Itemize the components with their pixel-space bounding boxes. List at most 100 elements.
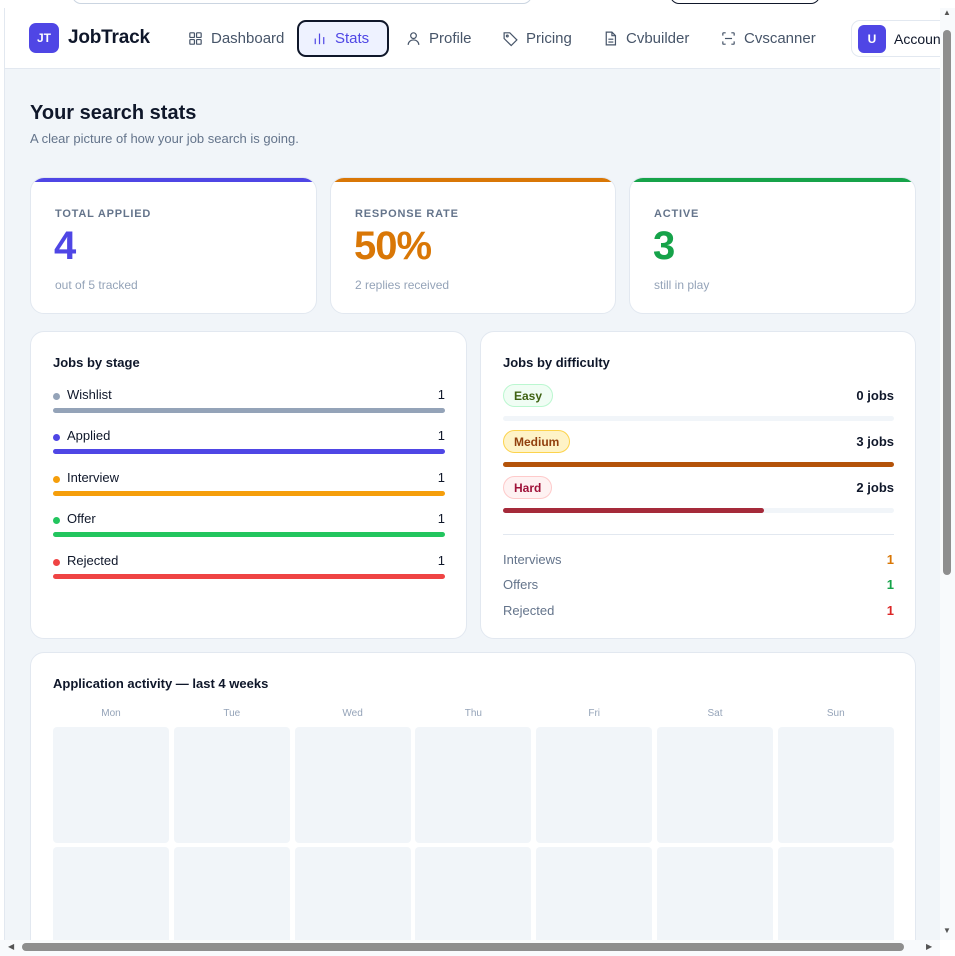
difficulty-fill	[503, 462, 894, 467]
stat-accent-bar	[31, 178, 316, 182]
calendar-day-cell[interactable]	[657, 727, 773, 843]
stage-dot	[53, 559, 60, 566]
divider	[503, 534, 894, 535]
nav-item-stats[interactable]: Stats	[297, 20, 389, 57]
stage-row-applied: Applied 1	[53, 428, 445, 458]
difficulty-row-hard: Hard 2 jobs	[503, 476, 894, 513]
scroll-down-arrow-icon[interactable]: ▼	[943, 926, 951, 935]
nav-item-pricing[interactable]: Pricing	[490, 20, 584, 57]
nav-item-label: Cvscanner	[744, 30, 816, 47]
stage-dot	[53, 393, 60, 400]
calendar-day-cell[interactable]	[173, 727, 290, 843]
calendar-day-cell[interactable]	[777, 727, 894, 843]
summary-row-interviews: Interviews 1	[503, 552, 894, 570]
stat-note: still in play	[654, 278, 710, 292]
vertical-scroll-thumb[interactable]	[943, 30, 951, 575]
horizontal-scrollbar[interactable]: ◀ ▶	[0, 940, 940, 956]
difficulty-badge: Hard	[503, 476, 553, 499]
panel-title: Application activity — last 4 weeks	[53, 676, 269, 691]
browser-address-bar[interactable]	[72, 0, 532, 4]
calendar-day-cell[interactable]	[294, 847, 411, 940]
scroll-up-arrow-icon[interactable]: ▲	[943, 8, 951, 17]
stage-name: Rejected	[67, 553, 119, 568]
tag-icon	[503, 32, 518, 47]
document-icon	[605, 31, 617, 46]
nav-item-cvscanner[interactable]: Cvscanner	[708, 20, 828, 57]
stat-label: TOTAL APPLIED	[55, 208, 152, 220]
stage-bar	[53, 491, 445, 496]
calendar-day-cell[interactable]	[415, 727, 532, 843]
panel-title: Jobs by difficulty	[503, 355, 610, 370]
page-title: Your search stats	[30, 102, 197, 124]
stage-count: 1	[437, 428, 445, 443]
calendar-day-cell[interactable]	[415, 847, 532, 940]
stage-bar	[53, 408, 445, 413]
difficulty-count: 2 jobs	[856, 480, 894, 495]
browser-toolbar-button[interactable]	[670, 0, 820, 4]
horizontal-scroll-thumb[interactable]	[22, 943, 904, 951]
stat-card-active: ACTIVE 3 still in play	[629, 177, 916, 314]
summary-row-offers: Offers 1	[503, 577, 894, 595]
difficulty-track	[503, 462, 894, 467]
weekday-header: Sun	[826, 708, 845, 719]
stat-note: out of 5 tracked	[55, 278, 138, 292]
summary-label: Interviews	[503, 552, 562, 567]
summary-row-rejected: Rejected 1	[503, 603, 894, 621]
stat-label: ACTIVE	[654, 208, 700, 220]
account-button[interactable]: U Accoun	[851, 20, 940, 57]
weekday-header: Wed	[342, 708, 363, 719]
stat-value: 4	[54, 224, 76, 268]
nav-item-dashboard[interactable]: Dashboard	[175, 20, 296, 57]
difficulty-badge: Easy	[503, 384, 554, 407]
stage-row-offer: Offer 1	[53, 511, 445, 541]
logo-text[interactable]: JobTrack	[68, 27, 150, 48]
stage-count: 1	[437, 511, 445, 526]
vertical-scrollbar[interactable]: ▲ ▼	[940, 8, 955, 940]
difficulty-row-medium: Medium 3 jobs	[503, 430, 894, 467]
calendar-day-cell[interactable]	[657, 847, 773, 940]
calendar-day-cell[interactable]	[536, 727, 653, 843]
calendar-day-cell[interactable]	[536, 847, 653, 940]
stage-dot	[53, 476, 60, 483]
grid-icon	[189, 32, 202, 45]
nav-item-label: Stats	[335, 30, 370, 47]
calendar-day-cell[interactable]	[173, 847, 290, 940]
stage-bar	[53, 532, 445, 537]
summary-label: Offers	[503, 577, 539, 592]
page-viewport: JT JobTrack Dashboard Stats Profile Pric…	[4, 8, 940, 940]
scroll-right-arrow-icon[interactable]: ▶	[926, 942, 933, 951]
stat-accent-bar	[630, 178, 915, 182]
stat-value: 3	[653, 224, 675, 268]
stage-row-wishlist: Wishlist 1	[53, 387, 445, 417]
nav-item-label: Pricing	[526, 30, 572, 47]
calendar-day-cell[interactable]	[53, 727, 169, 843]
nav-item-label: Cvbuilder	[626, 30, 690, 47]
stat-card-total-applied: TOTAL APPLIED 4 out of 5 tracked	[30, 177, 317, 314]
stat-label: RESPONSE RATE	[355, 208, 459, 220]
stage-row-rejected: Rejected 1	[53, 553, 445, 583]
calendar-day-cell[interactable]	[294, 727, 411, 843]
summary-label: Rejected	[503, 603, 555, 618]
weekday-header: Tue	[223, 708, 241, 719]
stage-bar	[53, 449, 445, 454]
stage-name: Applied	[67, 428, 111, 443]
stage-count: 1	[437, 553, 445, 568]
weekday-header: Thu	[464, 708, 482, 719]
calendar-day-cell[interactable]	[53, 847, 169, 940]
calendar-day-cell[interactable]	[777, 847, 894, 940]
stage-name: Wishlist	[67, 387, 112, 402]
stage-count: 1	[437, 387, 445, 402]
jobs-by-stage-panel: Jobs by stage Wishlist 1 Applied 1 Inter…	[30, 331, 467, 639]
nav-item-profile[interactable]: Profile	[393, 20, 484, 57]
stage-row-interview: Interview 1	[53, 470, 445, 500]
user-icon	[407, 32, 420, 45]
stage-count: 1	[437, 470, 445, 485]
logo-badge[interactable]: JT	[29, 23, 59, 53]
scroll-left-arrow-icon[interactable]: ◀	[8, 942, 15, 951]
nav-item-cvbuilder[interactable]: Cvbuilder	[590, 20, 701, 57]
stage-dot	[53, 517, 60, 524]
jobs-by-difficulty-panel: Jobs by difficulty Easy 0 jobs Medium 3 …	[480, 331, 916, 639]
summary-value: 1	[886, 577, 894, 592]
stage-name: Interview	[67, 470, 120, 485]
stage-name: Offer	[67, 511, 96, 526]
